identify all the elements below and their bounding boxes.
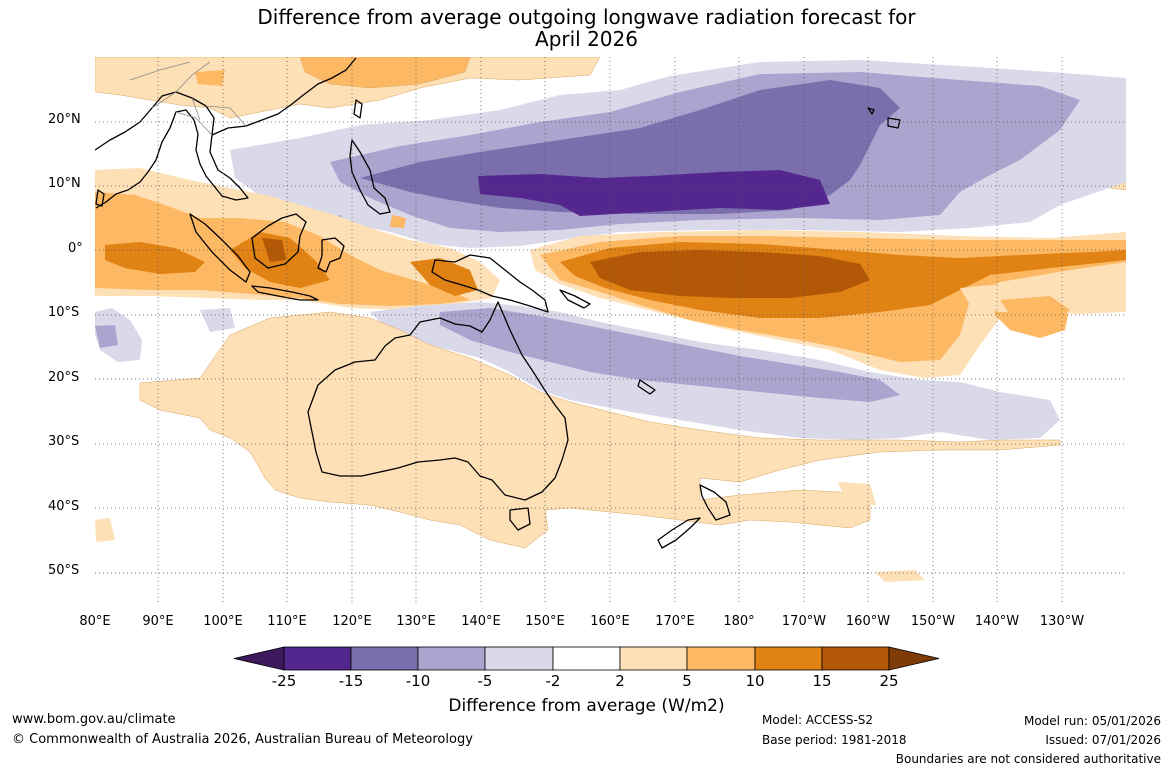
coastline-sumatra <box>189 213 251 283</box>
colorbar-tick-label: -25 <box>271 672 297 690</box>
coastline-new-zealand <box>657 484 731 549</box>
anomaly-field <box>95 57 1126 605</box>
coastline-hawaii <box>867 107 901 129</box>
lon-label: 160°E <box>590 614 630 629</box>
colorbar <box>233 646 940 671</box>
base-period: Base period: 1981-2018 <box>762 733 907 747</box>
lat-label: 10°N <box>48 176 81 191</box>
colorbar-swatch <box>283 646 352 671</box>
lon-label: 170°W <box>781 614 827 629</box>
colorbar-tick-label: -15 <box>338 672 364 690</box>
anomaly-region-positive <box>299 57 471 89</box>
coastline-sri-lanka <box>95 189 105 207</box>
colorbar-swatch <box>350 646 419 671</box>
anomaly-region-positive <box>105 242 205 274</box>
lat-label: 40°S <box>48 499 80 514</box>
lat-label: 10°S <box>48 305 80 320</box>
copyright-text: © Commonwealth of Australia 2026, Austra… <box>12 732 473 747</box>
lon-label: 180° <box>723 614 755 629</box>
lon-label: 160°W <box>845 614 891 629</box>
anomaly-region-positive <box>1000 296 1070 326</box>
colorbar-tick-label: 10 <box>745 672 765 690</box>
coastline-java <box>251 285 319 301</box>
anomaly-region-negative <box>95 325 118 348</box>
colorbar-tick-label: 15 <box>812 672 832 690</box>
coastline-sulawesi <box>317 237 345 273</box>
lon-label: 170°E <box>655 614 695 629</box>
model-name: Model: ACCESS-S2 <box>762 713 874 727</box>
anomaly-region-negative <box>478 170 830 216</box>
lon-label: 100°E <box>203 614 243 629</box>
colorbar-swatch <box>686 646 756 671</box>
colorbar-swatch <box>484 646 554 671</box>
colorbar-title: Difference from average (W/m2) <box>448 696 725 716</box>
colorbar-swatch-below-min <box>233 646 285 671</box>
colorbar-swatch <box>552 646 621 671</box>
colorbar-tick-label: -2 <box>545 672 561 690</box>
graticule <box>95 57 1126 605</box>
coastline-borneo <box>251 213 307 269</box>
colorbar-tick-label: -5 <box>477 672 493 690</box>
model-run-date: Model run: 05/01/2026 <box>1023 714 1161 728</box>
anomaly-region-positive <box>390 215 406 228</box>
lon-label: 90°E <box>142 614 174 629</box>
coastline-new-guinea <box>431 254 549 313</box>
anomaly-region-positive <box>838 482 876 506</box>
anomaly-region-negative <box>200 308 235 332</box>
website-link[interactable]: www.bom.gov.au/climate <box>12 712 176 727</box>
coastline-solomons <box>559 289 591 309</box>
boundaries-disclaimer: Boundaries are not considered authoritat… <box>895 752 1161 766</box>
lon-label: 120°E <box>332 614 372 629</box>
map-title-line-1: Difference from average outgoing longwav… <box>257 5 916 29</box>
anomaly-region-positive <box>262 238 286 262</box>
colorbar-tick-label: 5 <box>682 672 692 690</box>
lat-label: 20°S <box>48 370 80 385</box>
lon-label: 130°E <box>396 614 436 629</box>
colorbar-swatch <box>619 646 688 671</box>
colorbar-tick-label: -10 <box>405 672 431 690</box>
lon-label: 150°W <box>910 614 956 629</box>
lon-label: 130°W <box>1039 614 1085 629</box>
coastlines <box>95 57 901 549</box>
anomaly-region-positive <box>195 70 225 86</box>
colorbar-tick-label: 2 <box>615 672 625 690</box>
colorbar-swatch <box>417 646 486 671</box>
colorbar-swatch-above-max <box>888 646 940 671</box>
lat-label: 50°S <box>48 563 80 578</box>
colorbar-tick-label: 25 <box>879 672 899 690</box>
issued-date: Issued: 07/01/2026 <box>1045 733 1161 747</box>
lat-label: 20°N <box>48 112 81 127</box>
lon-label: 140°W <box>974 614 1020 629</box>
anomaly-region-negative <box>440 308 900 402</box>
lon-label: 110°E <box>267 614 307 629</box>
anomaly-region-positive <box>410 258 478 296</box>
lon-label: 140°E <box>461 614 501 629</box>
coastline-china <box>211 57 357 136</box>
map-title-line-2: April 2026 <box>535 27 638 51</box>
coastline-taiwan <box>353 99 363 119</box>
coastline-australia <box>307 301 569 501</box>
lon-label: 150°E <box>525 614 565 629</box>
colorbar-swatch <box>821 646 890 671</box>
coastline-asia <box>95 91 249 209</box>
lat-label: 30°S <box>48 434 80 449</box>
coastline-tasmania <box>509 507 531 531</box>
coastline-new-caledonia <box>637 379 656 395</box>
country-borders <box>129 61 247 136</box>
lat-label: 0° <box>68 241 83 256</box>
anomaly-region-positive <box>95 518 115 542</box>
anomaly-region-positive <box>590 250 870 298</box>
colorbar-swatch <box>754 646 823 671</box>
lon-label: 80°E <box>79 614 111 629</box>
anomaly-region-negative <box>95 308 142 362</box>
